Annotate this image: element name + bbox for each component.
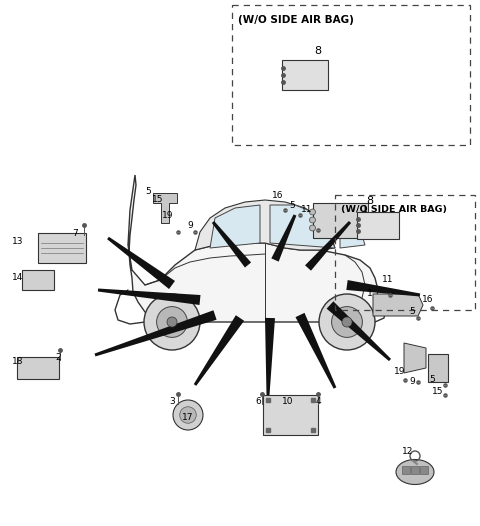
Text: 6: 6 [255,398,261,407]
Text: 9: 9 [409,378,415,387]
Text: 10: 10 [282,398,294,407]
Text: 19: 19 [394,368,406,377]
Polygon shape [347,280,420,297]
Text: 19: 19 [162,210,174,219]
Polygon shape [212,221,251,268]
Text: (W/O SIDE AIR BAG): (W/O SIDE AIR BAG) [238,15,354,25]
Text: 14: 14 [12,274,24,282]
Polygon shape [340,215,365,248]
Bar [232,5,470,145]
Polygon shape [270,205,335,248]
FancyBboxPatch shape [357,212,399,239]
Bar [411,466,419,474]
Circle shape [319,294,375,350]
Bar [38,233,86,263]
Text: 4: 4 [315,398,321,407]
Circle shape [167,317,177,327]
Circle shape [332,307,362,337]
Bar [17,357,59,379]
Text: 13: 13 [12,238,24,247]
Polygon shape [128,175,378,322]
Circle shape [310,225,315,231]
Text: 3: 3 [169,398,175,407]
Text: 16: 16 [422,296,434,305]
Text: 17: 17 [182,413,194,422]
Polygon shape [305,221,351,271]
Circle shape [144,294,200,350]
Text: 5: 5 [429,376,435,385]
Bar [263,395,317,435]
Bar [22,270,54,290]
Circle shape [342,317,352,327]
Polygon shape [95,310,216,357]
Text: 8: 8 [366,196,373,206]
Ellipse shape [396,460,434,484]
Polygon shape [373,294,423,316]
Text: 5: 5 [145,187,151,197]
Polygon shape [107,237,175,289]
Polygon shape [98,288,201,305]
Polygon shape [296,313,336,389]
Bar [428,354,448,382]
Bar [312,203,368,238]
Text: (W/O SIDE AIR BAG): (W/O SIDE AIR BAG) [341,205,447,214]
Text: 16: 16 [272,190,284,199]
Circle shape [180,407,196,423]
Text: 15: 15 [432,388,444,397]
Text: 15: 15 [152,196,164,205]
Text: 12: 12 [402,448,414,457]
Text: 2: 2 [55,353,61,362]
Text: 7: 7 [72,228,78,238]
Polygon shape [194,315,244,386]
Polygon shape [271,215,296,261]
FancyBboxPatch shape [282,60,328,90]
Text: 5: 5 [409,308,415,317]
Circle shape [173,400,203,430]
Text: 8: 8 [314,46,322,56]
Text: 18: 18 [12,358,24,367]
Text: 11: 11 [301,206,313,215]
Text: 1: 1 [362,206,368,215]
Circle shape [310,217,315,223]
Bar [402,466,410,474]
Polygon shape [265,318,275,395]
Polygon shape [326,301,391,361]
Polygon shape [210,205,260,248]
Polygon shape [404,343,426,373]
Text: 1: 1 [367,288,373,298]
Text: 5: 5 [289,200,295,209]
Circle shape [156,307,187,337]
Bar [420,466,428,474]
Polygon shape [195,200,335,250]
Bar [335,195,475,310]
Polygon shape [153,193,177,223]
Circle shape [310,209,315,215]
Text: 11: 11 [382,276,394,285]
Text: 9: 9 [187,220,193,229]
